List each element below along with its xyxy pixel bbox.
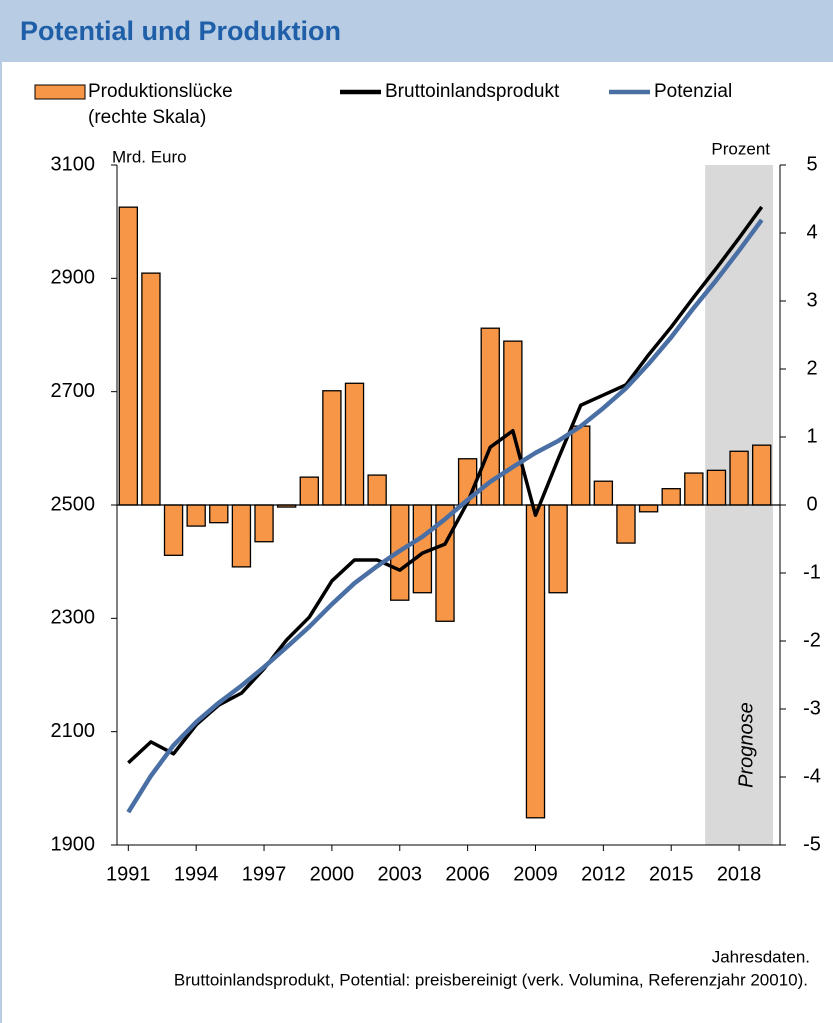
- y2-tick-label: 1: [806, 425, 817, 447]
- bar: [684, 472, 704, 506]
- bar: [548, 504, 568, 594]
- bar: [638, 504, 659, 513]
- y2-tick-label: 4: [806, 221, 817, 243]
- page-title: Potential und Produktion: [20, 16, 341, 46]
- y-tick-label: 2100: [51, 720, 96, 742]
- x-tick-label: 2009: [513, 863, 558, 885]
- bar: [209, 504, 229, 524]
- y-tick-label: 2700: [51, 380, 96, 402]
- legend-label: Produktionslücke: [88, 81, 233, 102]
- footer-note: Jahresdaten.: [712, 947, 810, 966]
- y2-tick-label: -1: [803, 561, 821, 583]
- bar: [503, 340, 523, 506]
- y2-tick-label: 5: [806, 153, 817, 175]
- y2-tick-label: -4: [803, 765, 821, 787]
- bar: [322, 390, 342, 506]
- bar: [525, 504, 546, 819]
- line-series: [127, 205, 764, 765]
- x-tick-label: 2018: [717, 863, 762, 885]
- bar: [616, 504, 636, 544]
- bar: [299, 476, 319, 506]
- y2-axis-label: Prozent: [711, 139, 770, 158]
- legend-label: Potenzial: [654, 81, 732, 102]
- legend-label: Bruttoinlandsprodukt: [385, 81, 560, 102]
- bar: [186, 504, 206, 527]
- bar: [118, 206, 139, 506]
- x-tick-label: 2000: [310, 863, 355, 885]
- y2-tick-label: -5: [803, 833, 821, 855]
- y2-tick-label: -2: [803, 629, 821, 651]
- y-tick-label: 2500: [51, 493, 96, 515]
- x-tick-label: 1994: [174, 863, 219, 885]
- bar: [706, 469, 727, 506]
- y-tick-label: 2300: [51, 607, 96, 629]
- y2-tick-label: 0: [806, 493, 817, 515]
- x-tick-label: 2012: [581, 863, 626, 885]
- line-series: [126, 218, 764, 814]
- y-tick-label: 3100: [51, 153, 96, 175]
- bar: [163, 504, 184, 556]
- y2-tick-label: -3: [803, 697, 821, 719]
- y-tick-label: 1900: [51, 833, 96, 855]
- footer-note: Bruttoinlandsprodukt, Potential: preisbe…: [174, 970, 808, 989]
- bar: [231, 504, 252, 568]
- legend-swatch: [34, 84, 86, 100]
- bar: [367, 474, 387, 506]
- y-axis-label: Mrd. Euro: [112, 147, 187, 166]
- bar: [729, 450, 749, 506]
- header-band: [0, 0, 833, 62]
- x-tick-label: 2006: [445, 863, 490, 885]
- x-tick-label: 1991: [106, 863, 151, 885]
- x-tick-label: 2015: [649, 863, 694, 885]
- bar: [571, 425, 591, 506]
- bar: [254, 504, 274, 543]
- bar: [661, 488, 681, 506]
- y2-tick-label: 3: [806, 289, 817, 311]
- legend-note: (rechte Skala): [88, 107, 206, 128]
- bar: [751, 444, 772, 506]
- bar: [593, 480, 614, 506]
- bar: [141, 272, 161, 506]
- x-tick-label: 1997: [242, 863, 287, 885]
- x-tick-label: 2003: [378, 863, 423, 885]
- prognose-label: Prognose: [735, 702, 757, 788]
- y2-tick-label: 2: [806, 357, 817, 379]
- y-tick-label: 2900: [51, 267, 96, 289]
- bar: [344, 382, 365, 506]
